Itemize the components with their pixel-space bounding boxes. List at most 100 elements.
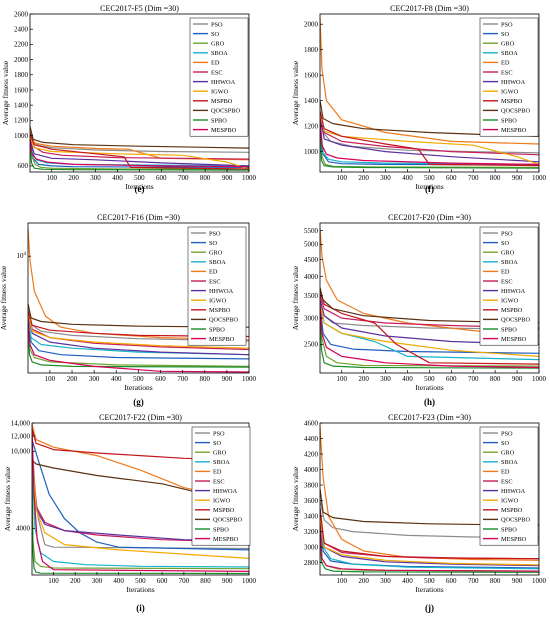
series-line-sboa [320, 508, 539, 570]
y-tick-label: 5500 [304, 227, 319, 235]
x-tick-label: 900 [222, 174, 233, 182]
chart-title: CEC2017-F8 (Dim =30) [390, 4, 469, 13]
x-tick-label: 900 [512, 577, 523, 585]
series-line-mespbo [320, 523, 539, 572]
legend-label: ESC [209, 278, 221, 285]
x-tick-label: 800 [200, 375, 211, 383]
y-tick-label: 1400 [14, 101, 29, 109]
legend-label: SBOA [213, 459, 230, 466]
legend-label: HHWOA [209, 288, 234, 295]
legend-label: SBOA [211, 50, 228, 57]
legend-label: MSPBO [501, 507, 523, 514]
y-tick-label: 3500 [304, 292, 319, 300]
series-line-ed [320, 228, 539, 337]
x-axis-label: Iterations [125, 182, 153, 191]
x-tick-label: 700 [468, 375, 479, 383]
legend-label: PSO [501, 430, 513, 437]
x-tick-label: 1000 [242, 375, 257, 383]
series-line-mspbo [320, 110, 539, 167]
x-tick-label: 100 [336, 577, 347, 585]
legend: PSO SO GRO SBOA ED ESC HHWOA IGWO MSPBO QOCSPBO SP… [479, 426, 539, 546]
series-line-sboa [28, 316, 249, 356]
legend-box [191, 426, 251, 546]
legend-label: PSO [501, 21, 513, 28]
legend: PSO SO GRO SBOA ED ESC HHWOA IGWO MSPBO QOCSPBO SP… [191, 426, 251, 546]
chart-panel-f23: CEC2017-F23 (Dim =30) 100 200 300 400 500 600 7… [291, 413, 547, 613]
x-tick-label: 600 [156, 174, 167, 182]
series-line-mspbo [30, 133, 249, 170]
series-line-mspbo [320, 508, 539, 560]
x-tick-label: 700 [179, 577, 190, 585]
panel-label: (g) [133, 397, 144, 407]
legend-label: QOCSPBO [213, 517, 242, 524]
legend-box [479, 226, 539, 346]
x-tick-label: 200 [68, 174, 79, 182]
series-line-mespbo [32, 429, 249, 572]
series-line-igwo [320, 304, 539, 357]
legend-label: MESPBO [209, 336, 235, 343]
legend-label: ESC [211, 69, 223, 76]
legend-label: PSO [211, 21, 223, 28]
x-axis-label: Iterations [124, 383, 152, 392]
legend-label: QOCSPBO [211, 108, 240, 115]
series-line-mspbo [32, 429, 249, 461]
series-line-qocspbo [320, 488, 539, 526]
series-line-so [320, 119, 539, 166]
y-tick-label: 1200 [304, 122, 319, 130]
x-axis-label: Iterations [415, 383, 443, 392]
legend-label: PSO [209, 230, 221, 237]
y-tick-label: 14,000 [11, 419, 31, 427]
legend-label: MESPBO [501, 336, 527, 343]
legend-box [189, 17, 249, 137]
legend: PSO SO GRO SBOA ED ESC HHWOA IGWO MSPBO QOCSPBO SP… [479, 226, 539, 346]
series-line-spbo [320, 126, 539, 169]
x-tick-label: 800 [490, 375, 501, 383]
series-line-igwo [320, 113, 539, 165]
chart-panel-f20: CEC2017-F20 (Dim =30) 100 200 300 400 500 600 7… [291, 213, 547, 407]
legend-label: SO [211, 31, 220, 38]
x-tick-label: 200 [70, 577, 81, 585]
series-line-spbo [320, 531, 539, 573]
y-tick-label: 2400 [14, 25, 29, 33]
y-tick-label: 1200 [14, 117, 29, 125]
y-axis-label: Average fitness value [291, 265, 300, 330]
x-tick-label: 800 [200, 577, 211, 585]
x-tick-label: 200 [67, 375, 78, 383]
panel-label: (i) [136, 603, 145, 613]
legend-label: ED [213, 469, 222, 476]
x-tick-label: 400 [112, 174, 123, 182]
x-tick-label: 700 [468, 174, 479, 182]
series-line-ed [320, 17, 539, 145]
series-line-igwo [28, 312, 249, 349]
x-tick-label: 400 [402, 577, 413, 585]
legend-label: ESC [501, 278, 513, 285]
y-tick-label: 5000 [304, 241, 319, 249]
legend-label: MSPBO [209, 307, 231, 314]
series-line-hhwoa [30, 139, 249, 167]
x-tick-label: 300 [92, 577, 103, 585]
legend-label: SBOA [501, 50, 518, 57]
legend-label: ED [501, 269, 510, 276]
legend-label: HHWOA [211, 79, 236, 86]
legend-label: GRO [209, 250, 223, 257]
series-line-pso [320, 500, 539, 539]
legend-label: PSO [501, 230, 513, 237]
x-tick-label: 100 [46, 174, 57, 182]
legend-label: SBOA [209, 259, 226, 266]
legend-label: QOCSPBO [501, 317, 530, 324]
x-tick-label: 900 [222, 577, 233, 585]
y-tick-label: 104 [17, 252, 27, 260]
legend-label: MSPBO [501, 307, 523, 314]
y-tick-label: 3800 [304, 481, 319, 489]
y-tick-label: 1800 [14, 71, 29, 79]
x-tick-label: 100 [48, 577, 59, 585]
x-tick-label: 900 [222, 375, 233, 383]
x-tick-label: 400 [111, 375, 122, 383]
panel-label: (h) [424, 397, 435, 407]
legend-label: GRO [501, 450, 515, 457]
x-tick-label: 500 [424, 174, 435, 182]
x-tick-label: 700 [177, 375, 188, 383]
legend-label: HHWOA [501, 79, 526, 86]
x-tick-label: 100 [336, 375, 347, 383]
